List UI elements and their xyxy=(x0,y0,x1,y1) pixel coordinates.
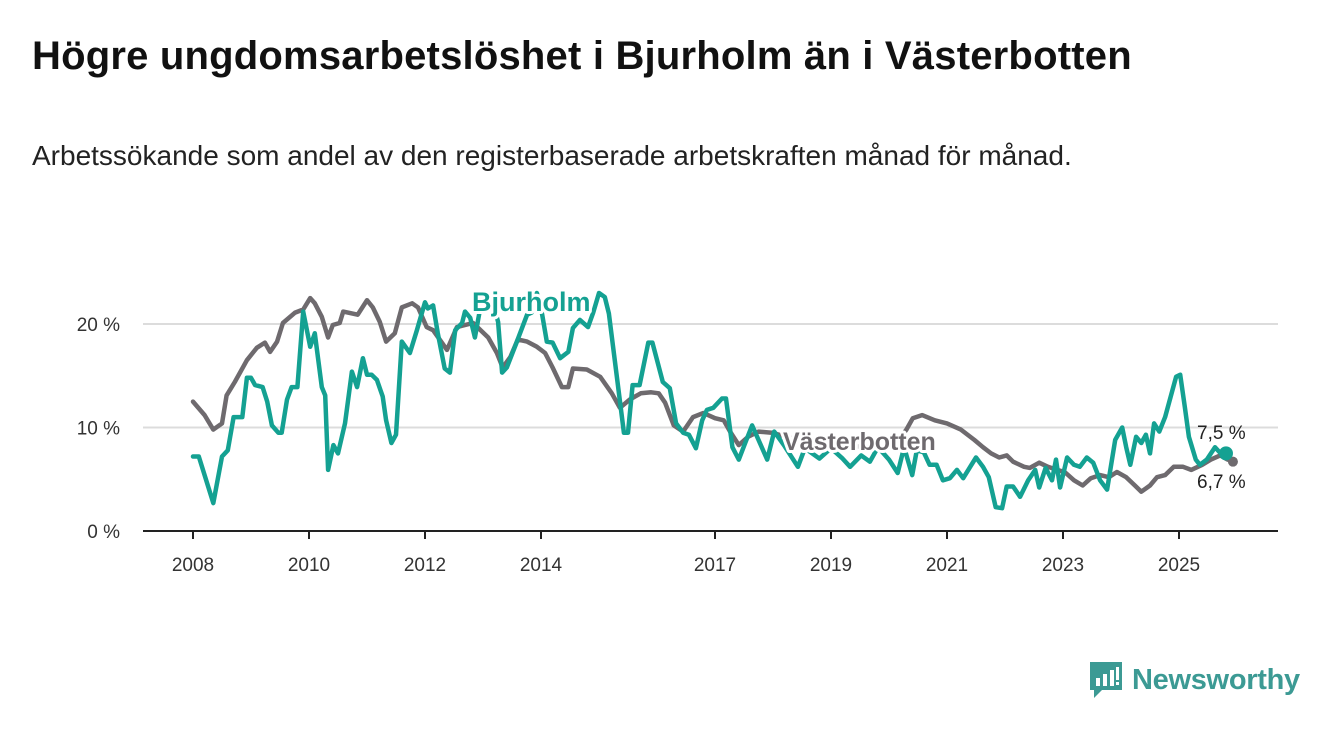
end-label-vasterbotten: 6,7 % xyxy=(1197,472,1246,493)
x-tick-label: 2021 xyxy=(926,555,968,576)
series-label-bjurholm: Bjurholm xyxy=(472,287,591,317)
end-point-västerbotten xyxy=(1227,456,1238,467)
series-lines xyxy=(190,290,1238,511)
x-tick-label: 2025 xyxy=(1158,555,1200,576)
brand-name: Newsworthy xyxy=(1132,663,1300,696)
x-tick-label: 2012 xyxy=(404,555,446,576)
x-tick-label: 2010 xyxy=(288,555,330,576)
y-axis: 0 % 10 % 20 % xyxy=(77,315,120,543)
series-line-bjurholm xyxy=(190,290,1229,511)
x-tick-label: 2017 xyxy=(694,555,736,576)
x-tick-label: 2014 xyxy=(520,555,563,576)
y-tick-label: 0 % xyxy=(87,522,120,543)
y-tick-label: 20 % xyxy=(77,315,120,336)
newsworthy-logo-icon xyxy=(1090,662,1122,698)
end-label-bjurholm: 7,5 % xyxy=(1197,423,1246,444)
x-tick-label: 2019 xyxy=(810,555,852,576)
y-tick-label: 10 % xyxy=(77,419,120,440)
end-point-bjurholm xyxy=(1218,446,1233,461)
newsworthy-logo: Newsworthy xyxy=(1088,660,1300,700)
chart-subtitle: Arbetssökande som andel av den registerb… xyxy=(32,140,1072,171)
chart-title: Högre ungdomsarbetslöshet i Bjurholm än … xyxy=(32,34,1132,78)
series-line-västerbotten xyxy=(190,295,1236,494)
x-tick-label: 2023 xyxy=(1042,555,1084,576)
series-label-vasterbotten: Västerbotten xyxy=(783,428,936,456)
x-axis: 2008 2010 2012 2014 2017 2019 2021 2023 2025 xyxy=(143,530,1278,576)
x-tick-label: 2008 xyxy=(172,555,214,576)
